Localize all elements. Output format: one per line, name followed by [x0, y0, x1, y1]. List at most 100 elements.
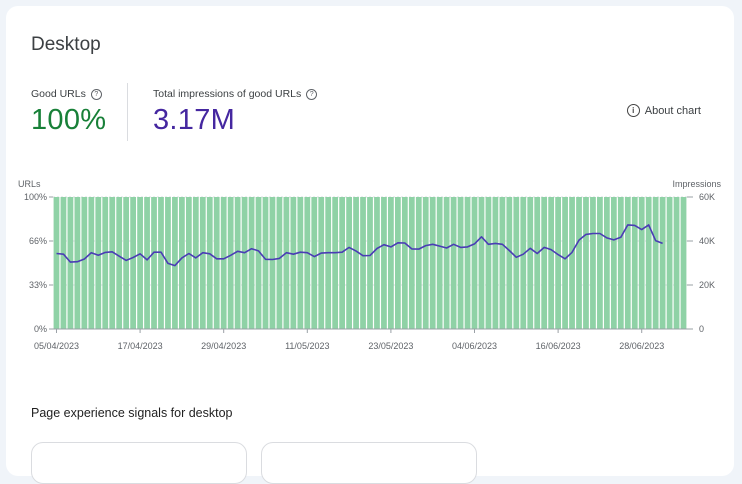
- bar: [262, 197, 269, 329]
- impressions-metric[interactable]: Total impressions of good URLs ? 3.17M: [153, 88, 318, 137]
- bar: [199, 197, 206, 329]
- bar: [109, 197, 116, 329]
- bar: [527, 197, 534, 329]
- bar: [381, 197, 387, 329]
- urls-impressions-chart: URLs Impressions 0% 33% 66% 100% 0 20K 40K 60K 05/…: [18, 179, 722, 351]
- bar: [555, 197, 561, 329]
- bar: [422, 197, 429, 329]
- bar: [283, 197, 290, 329]
- bar: [673, 197, 680, 329]
- bar: [499, 197, 506, 329]
- section-title: Page experience signals for desktop: [31, 406, 233, 420]
- bar: [436, 197, 443, 329]
- right-tick-label: 60K: [699, 192, 715, 202]
- bar: [394, 197, 401, 329]
- bar: [603, 197, 610, 329]
- bar: [388, 197, 394, 329]
- bar: [311, 197, 318, 329]
- bar: [220, 197, 227, 329]
- bar: [548, 197, 555, 329]
- bar: [541, 197, 548, 329]
- x-tick-label: 28/06/2023: [619, 341, 664, 351]
- good-urls-metric[interactable]: Good URLs ? 100%: [31, 88, 106, 137]
- bar: [67, 197, 74, 329]
- left-tick-label: 66%: [29, 236, 47, 246]
- bar: [304, 197, 311, 329]
- bar: [638, 197, 645, 329]
- impressions-label: Total impressions of good URLs: [153, 88, 302, 100]
- bar: [248, 197, 255, 329]
- about-chart-button[interactable]: i About chart: [626, 104, 701, 117]
- bar: [659, 197, 666, 329]
- bar: [297, 197, 304, 329]
- left-axis-label: URLs: [18, 179, 41, 189]
- bar: [346, 197, 352, 329]
- bar: [95, 197, 102, 329]
- good-urls-value: 100%: [31, 104, 107, 136]
- bar: [597, 197, 603, 329]
- bar: [471, 197, 478, 329]
- info-icon: i: [626, 104, 640, 117]
- x-tick-label: 16/06/2023: [536, 341, 581, 351]
- right-tick-label: 20K: [699, 280, 715, 290]
- bar: [569, 197, 575, 329]
- bar: [401, 197, 408, 329]
- bar: [631, 197, 638, 329]
- bar: [116, 197, 123, 329]
- bar: [269, 197, 276, 329]
- bar: [318, 197, 325, 329]
- help-icon[interactable]: ?: [306, 88, 318, 100]
- bar: [332, 197, 339, 329]
- bar: [464, 197, 471, 329]
- bar: [123, 197, 130, 329]
- bar: [443, 197, 450, 329]
- bar: [534, 197, 541, 329]
- bar: [415, 197, 422, 329]
- bar: [130, 197, 137, 329]
- bar: [583, 197, 589, 329]
- x-tick-label: 04/06/2023: [452, 341, 497, 351]
- bar: [492, 197, 499, 329]
- bar: [666, 197, 673, 329]
- bar: [652, 197, 659, 329]
- bar: [513, 197, 520, 329]
- bar: [590, 197, 596, 329]
- bar: [144, 197, 150, 329]
- bar: [255, 197, 262, 329]
- bar: [290, 197, 297, 329]
- good-urls-label: Good URLs: [31, 88, 86, 100]
- bar: [450, 197, 457, 329]
- bar: [680, 197, 687, 329]
- x-tick-label: 05/04/2023: [34, 341, 79, 351]
- bar: [53, 197, 60, 329]
- impressions-value: 3.17M: [153, 104, 236, 136]
- x-tick-label: 29/04/2023: [201, 341, 246, 351]
- metric-divider: [127, 83, 128, 141]
- bar: [192, 197, 199, 329]
- help-icon[interactable]: ?: [90, 88, 102, 100]
- bar: [367, 197, 373, 329]
- bar: [610, 197, 617, 329]
- bar: [151, 197, 157, 329]
- bar: [506, 197, 513, 329]
- bar: [429, 197, 436, 329]
- bar: [179, 197, 185, 329]
- bar: [234, 197, 241, 329]
- right-tick-label: 40K: [699, 236, 715, 246]
- bar: [562, 197, 568, 329]
- bar: [339, 197, 346, 329]
- bar: [88, 197, 95, 329]
- bar: [102, 197, 109, 329]
- bar: [158, 197, 164, 329]
- bar: [81, 197, 88, 329]
- right-tick-label: 0: [699, 324, 704, 334]
- bar: [74, 197, 81, 329]
- bar: [457, 197, 464, 329]
- x-tick-label: 23/05/2023: [368, 341, 413, 351]
- bar: [478, 197, 485, 329]
- bar: [485, 197, 492, 329]
- left-tick-label: 0%: [34, 324, 47, 334]
- left-tick-label: 100%: [24, 192, 47, 202]
- bar: [213, 197, 220, 329]
- bar: [227, 197, 234, 329]
